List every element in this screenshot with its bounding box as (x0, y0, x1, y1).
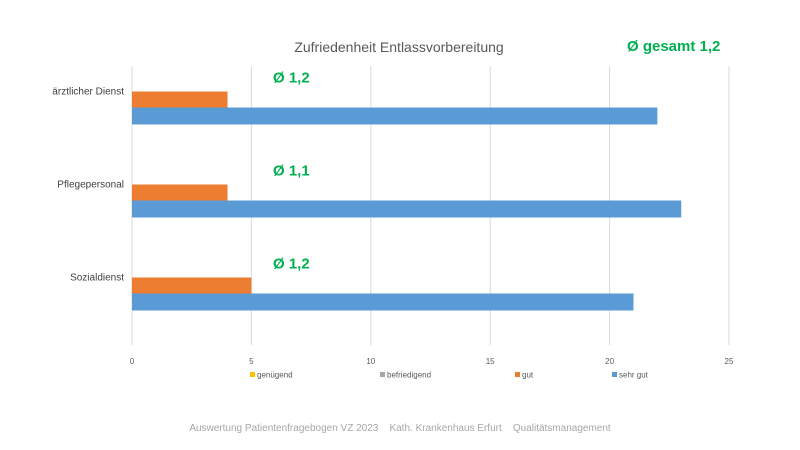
category-label: ärztlicher Dienst (52, 87, 124, 98)
category-label: Pflegepersonal (57, 180, 124, 191)
bars (132, 91, 682, 311)
bar-sehr-gut (132, 200, 682, 218)
x-tick-label: 0 (130, 357, 135, 366)
category-average-label: Ø 1,1 (273, 163, 310, 180)
legend-label: sehr gut (619, 371, 649, 380)
x-tick-label: 25 (725, 357, 734, 366)
x-tick-label: 20 (605, 357, 614, 366)
chart-title: Zufriedenheit Entlassvorbereitung (294, 39, 503, 55)
bar-sehr-gut (132, 107, 658, 125)
legend-swatch (250, 372, 255, 377)
x-tick-label: 5 (249, 357, 254, 366)
category-label: Sozialdienst (70, 273, 124, 284)
category-average-label: Ø 1,2 (273, 256, 310, 273)
legend-swatch (380, 372, 385, 377)
bar-gut (132, 184, 228, 202)
legend-label: genügend (257, 371, 293, 380)
category-averages: Ø 1,2 Ø 1,1 Ø 1,2 (273, 70, 310, 273)
footer-text: Auswertung Patientenfragebogen VZ 2023 K… (189, 423, 611, 434)
bar-gut (132, 277, 252, 295)
legend-label: befriedigend (387, 371, 431, 380)
x-axis-ticks: 0 5 10 15 20 25 (130, 357, 734, 366)
legend-swatch (612, 372, 617, 377)
category-labels: ärztlicher Dienst Pflegepersonal Sozialdie… (52, 87, 124, 284)
overall-average: Ø gesamt 1,2 (627, 38, 720, 55)
x-tick-label: 10 (366, 357, 375, 366)
legend-label: gut (522, 371, 534, 380)
legend: genügend befriedigend gut sehr gut (250, 371, 649, 380)
legend-swatch (515, 372, 520, 377)
x-tick-label: 15 (486, 357, 495, 366)
bar-sehr-gut (132, 293, 634, 311)
bar-gut (132, 91, 228, 109)
category-average-label: Ø 1,2 (273, 70, 310, 87)
